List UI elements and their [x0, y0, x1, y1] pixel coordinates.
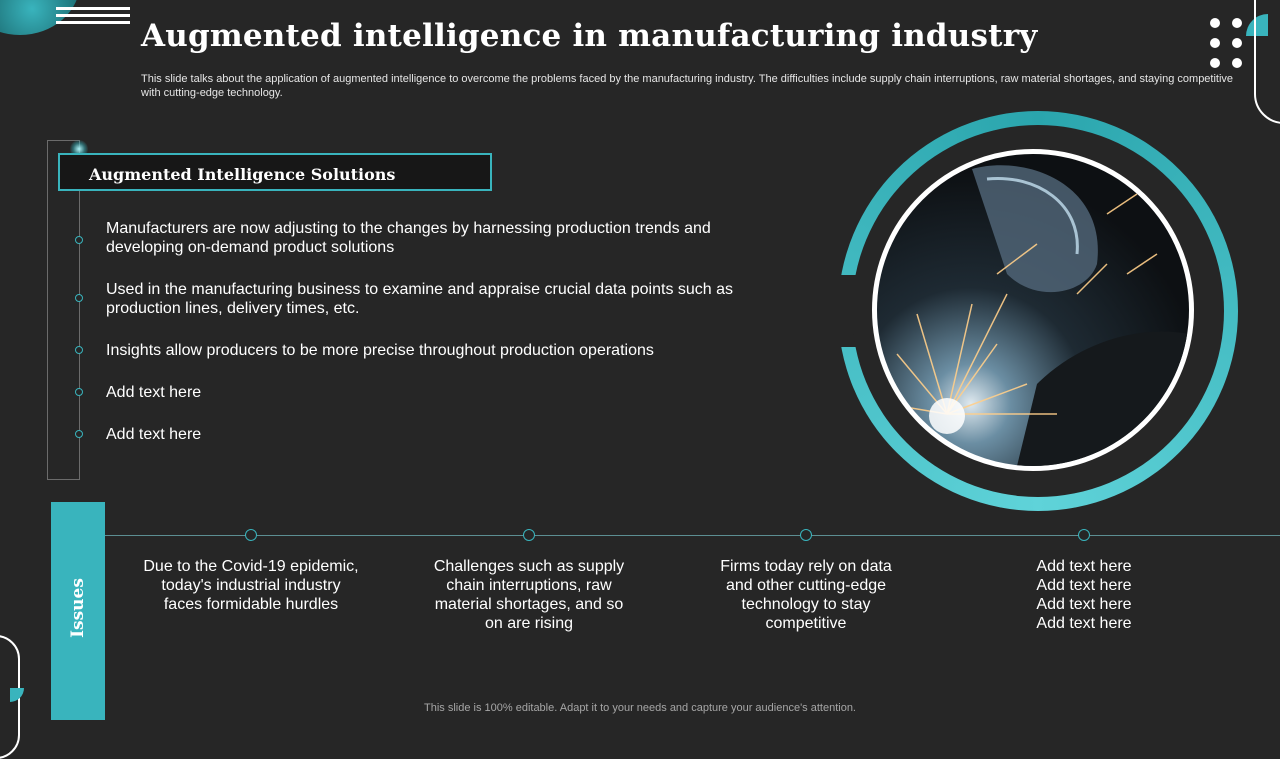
solution-item: Used in the manufacturing business to ex…: [106, 281, 734, 317]
issues-label: Issues: [68, 578, 88, 638]
timeline-node: [1078, 529, 1090, 541]
bullet-icon: [75, 346, 83, 354]
timeline-node: [245, 529, 257, 541]
issue-item: Firms today rely on data and other cutti…: [720, 558, 892, 632]
panel-frame: [47, 140, 80, 480]
issue-item: Due to the Covid-19 epidemic, today's in…: [143, 558, 359, 613]
bullet-icon: [75, 388, 83, 396]
solution-item: Insights allow producers to be more prec…: [106, 342, 654, 359]
dot-grid-icon: [1210, 18, 1244, 72]
corner-shape: [10, 688, 24, 702]
issue-item: Challenges such as supply chain interrup…: [433, 558, 625, 632]
solutions-header-label: Augmented Intelligence Solutions: [89, 165, 396, 184]
slide-title: Augmented intelligence in manufacturing …: [141, 18, 1038, 54]
timeline-node: [523, 529, 535, 541]
timeline-line: [79, 140, 80, 479]
timeline-node: [800, 529, 812, 541]
hamburger-icon: [56, 7, 130, 28]
welding-photo: [872, 149, 1194, 471]
bullet-icon: [75, 430, 83, 438]
solution-item: Add text here: [106, 426, 202, 443]
corner-arc: [1254, 0, 1280, 124]
slide-subtitle: This slide talks about the application o…: [141, 73, 1234, 99]
solution-item: Add text here: [106, 384, 202, 401]
footer-note: This slide is 100% editable. Adapt it to…: [424, 702, 856, 714]
bullet-icon: [75, 294, 83, 302]
bullet-icon: [75, 236, 83, 244]
solution-item: Manufacturers are now adjusting to the c…: [106, 220, 711, 256]
issues-bar: [51, 502, 105, 720]
corner-shape: [1246, 14, 1268, 36]
solutions-header: Augmented Intelligence Solutions: [58, 153, 492, 191]
issue-item: Add text here Add text here Add text her…: [1036, 558, 1132, 632]
issues-timeline: [105, 535, 1280, 536]
